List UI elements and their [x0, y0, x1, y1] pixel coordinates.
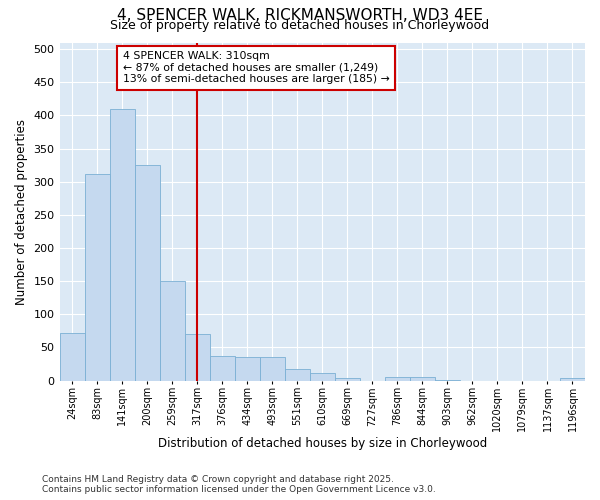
- Y-axis label: Number of detached properties: Number of detached properties: [15, 118, 28, 304]
- Bar: [110, 109, 134, 380]
- Bar: [85, 174, 110, 380]
- X-axis label: Distribution of detached houses by size in Chorleywood: Distribution of detached houses by size …: [158, 437, 487, 450]
- Text: 4, SPENCER WALK, RICKMANSWORTH, WD3 4EE: 4, SPENCER WALK, RICKMANSWORTH, WD3 4EE: [117, 8, 483, 22]
- Bar: [235, 356, 260, 380]
- Bar: [134, 165, 160, 380]
- Text: 4 SPENCER WALK: 310sqm
← 87% of detached houses are smaller (1,249)
13% of semi-: 4 SPENCER WALK: 310sqm ← 87% of detached…: [122, 51, 389, 84]
- Bar: [285, 368, 310, 380]
- Bar: [335, 378, 360, 380]
- Bar: [260, 358, 285, 380]
- Bar: [160, 281, 185, 380]
- Bar: [185, 334, 209, 380]
- Bar: [560, 378, 585, 380]
- Text: Size of property relative to detached houses in Chorleywood: Size of property relative to detached ho…: [110, 19, 490, 32]
- Bar: [310, 372, 335, 380]
- Bar: [410, 376, 435, 380]
- Bar: [59, 333, 85, 380]
- Text: Contains HM Land Registry data © Crown copyright and database right 2025.
Contai: Contains HM Land Registry data © Crown c…: [42, 474, 436, 494]
- Bar: [385, 376, 410, 380]
- Bar: [209, 356, 235, 380]
